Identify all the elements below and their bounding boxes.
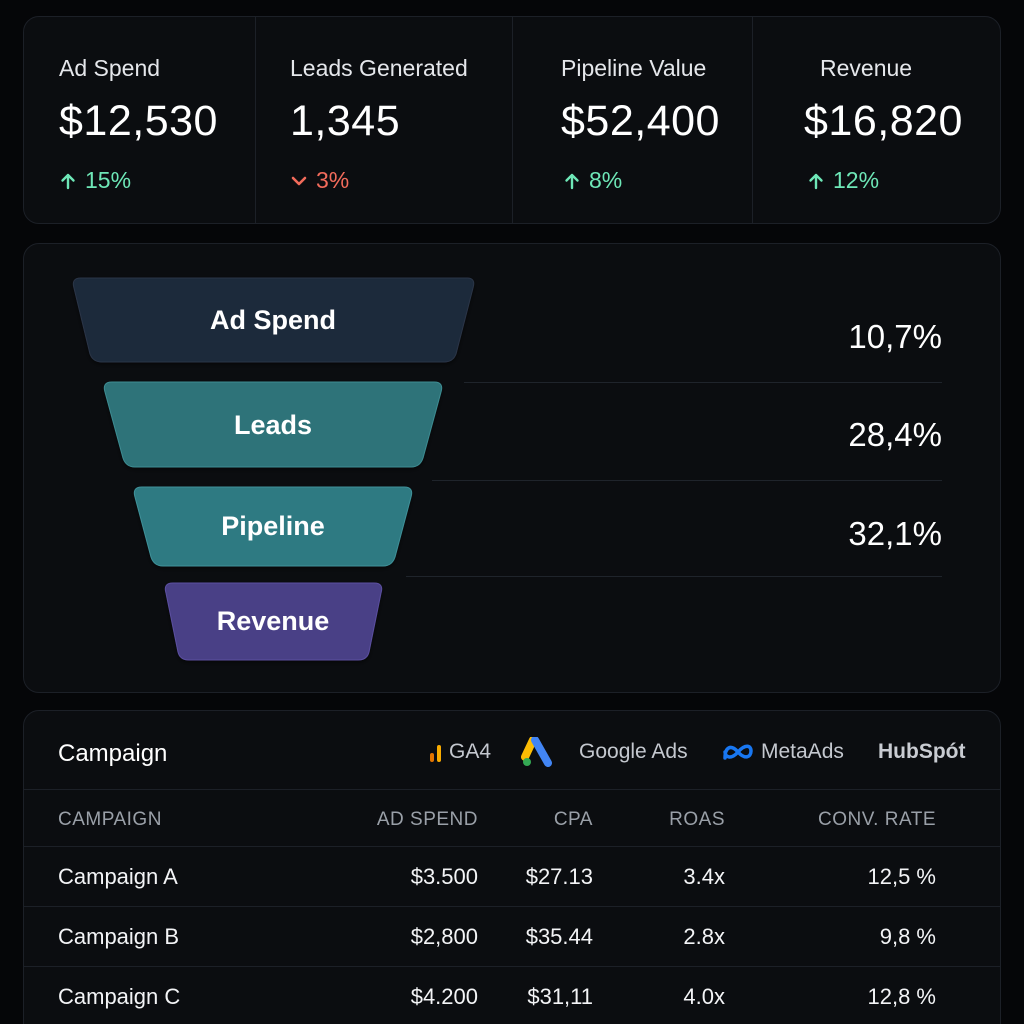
integration-ga4[interactable]: GA4 [429, 735, 491, 769]
kpi-delta: 12% [807, 167, 879, 194]
kpi-delta: 15% [59, 167, 131, 194]
kpi-label: Revenue [820, 55, 913, 81]
funnel-stage-pipeline[interactable] [133, 486, 413, 567]
cell-campaign: Campaign A [58, 864, 178, 889]
kpi-summary-card: Ad Spend $12,530 15% Leads Generated 1,3… [23, 16, 1001, 224]
cell-roas: 4.0x [683, 984, 725, 1009]
cell-campaign: Campaign B [58, 924, 180, 949]
funnel-divider [464, 382, 942, 383]
integration-google-ads-logo[interactable] [521, 735, 555, 769]
cell-ad-spend: $3.500 [410, 864, 478, 889]
header-divider [24, 789, 1000, 790]
integration-meta-ads[interactable]: MetaAds [721, 735, 844, 769]
kpi-label: Ad Spend [59, 55, 161, 81]
funnel-stage-ad-spend[interactable] [72, 277, 475, 363]
funnel-divider [432, 480, 942, 481]
kpi-value: 1,345 [290, 97, 401, 145]
conversion-rate: 10,7% [848, 318, 942, 355]
column-header-conv-rate[interactable]: CONV. RATE [818, 809, 936, 830]
cell-conv-rate: 12,8 % [867, 984, 937, 1009]
kpi-pipeline-value[interactable]: Pipeline Value $52,400 8% [513, 17, 753, 223]
integration-label: GA4 [449, 740, 492, 763]
cell-roas: 2.8x [683, 924, 725, 949]
arrow-up-icon [565, 173, 579, 189]
integration-label: MetaAds [761, 740, 844, 763]
kpi-delta: 8% [563, 167, 622, 194]
integration-label: Google Ads [579, 740, 688, 763]
integration-label: HubSpót [878, 740, 966, 763]
kpi-value: $12,530 [59, 97, 218, 145]
funnel-card: Ad Spend Leads Pipeline Revenue 10,7% 28… [23, 243, 1001, 693]
kpi-label: Leads Generated [290, 55, 468, 81]
cell-cpa: $31,11 [527, 984, 593, 1009]
integration-hubspot[interactable]: HubSpót [878, 735, 965, 769]
campaign-title: Campaign [58, 740, 168, 767]
funnel-stage-label: Pipeline [221, 511, 325, 541]
cell-ad-spend: $4.200 [410, 984, 478, 1009]
google-ads-icon [521, 737, 552, 767]
campaign-table-card: Campaign GA4 Google Ads MetaAds [23, 710, 1001, 1024]
kpi-leads-generated[interactable]: Leads Generated 1,345 3% [256, 17, 513, 223]
column-header-campaign[interactable]: CAMPAIGN [58, 809, 162, 830]
kpi-delta-value: 12% [833, 167, 880, 193]
funnel-chart [72, 277, 475, 661]
column-header-cpa[interactable]: CPA [553, 809, 593, 830]
cell-campaign: Campaign C [58, 984, 181, 1009]
chevron-down-icon [291, 176, 307, 185]
cell-conv-rate: 12,5 % [867, 864, 937, 889]
table-row[interactable]: Campaign C $4.200 $31,11 4.0x 12,8 % [24, 966, 1000, 1024]
table-row[interactable]: Campaign B $2,800 $35.44 2.8x 9,8 % [24, 906, 1000, 966]
kpi-revenue[interactable]: Revenue $16,820 12% [753, 17, 1000, 223]
kpi-delta-value: 3% [316, 167, 350, 193]
kpi-value: $16,820 [804, 97, 963, 145]
column-header-roas[interactable]: ROAS [669, 809, 725, 830]
cell-cpa: $35.44 [525, 924, 593, 949]
kpi-value: $52,400 [561, 97, 720, 145]
kpi-delta-value: 8% [589, 167, 623, 193]
funnel-stage-label: Ad Spend [210, 305, 336, 335]
cell-roas: 3.4x [683, 864, 725, 889]
table-row[interactable]: Campaign A $3.500 $27.13 3.4x 12,5 % [24, 846, 1000, 906]
funnel-stage-revenue[interactable] [164, 582, 383, 661]
arrow-up-icon [809, 173, 823, 189]
conversion-rate: 32,1% [848, 515, 942, 552]
integration-google-ads[interactable]: Google Ads [579, 735, 688, 769]
kpi-delta: 3% [290, 167, 349, 194]
kpi-label: Pipeline Value [561, 55, 707, 81]
funnel-stage-label: Leads [233, 410, 313, 440]
cell-cpa: $27.13 [525, 864, 593, 889]
funnel-divider [406, 576, 942, 577]
kpi-ad-spend[interactable]: Ad Spend $12,530 15% [24, 17, 256, 223]
meta-infinity-icon [723, 744, 753, 760]
kpi-delta-value: 15% [85, 167, 132, 193]
arrow-up-icon [61, 173, 75, 189]
funnel-stage-leads[interactable] [103, 381, 443, 468]
cell-conv-rate: 9,8 % [879, 924, 936, 949]
ga4-icon [430, 745, 441, 762]
funnel-stage-label: Revenue [216, 606, 330, 636]
cell-ad-spend: $2,800 [410, 924, 478, 949]
conversion-rate: 28,4% [848, 416, 942, 453]
column-header-ad-spend[interactable]: AD SPEND [376, 809, 478, 830]
